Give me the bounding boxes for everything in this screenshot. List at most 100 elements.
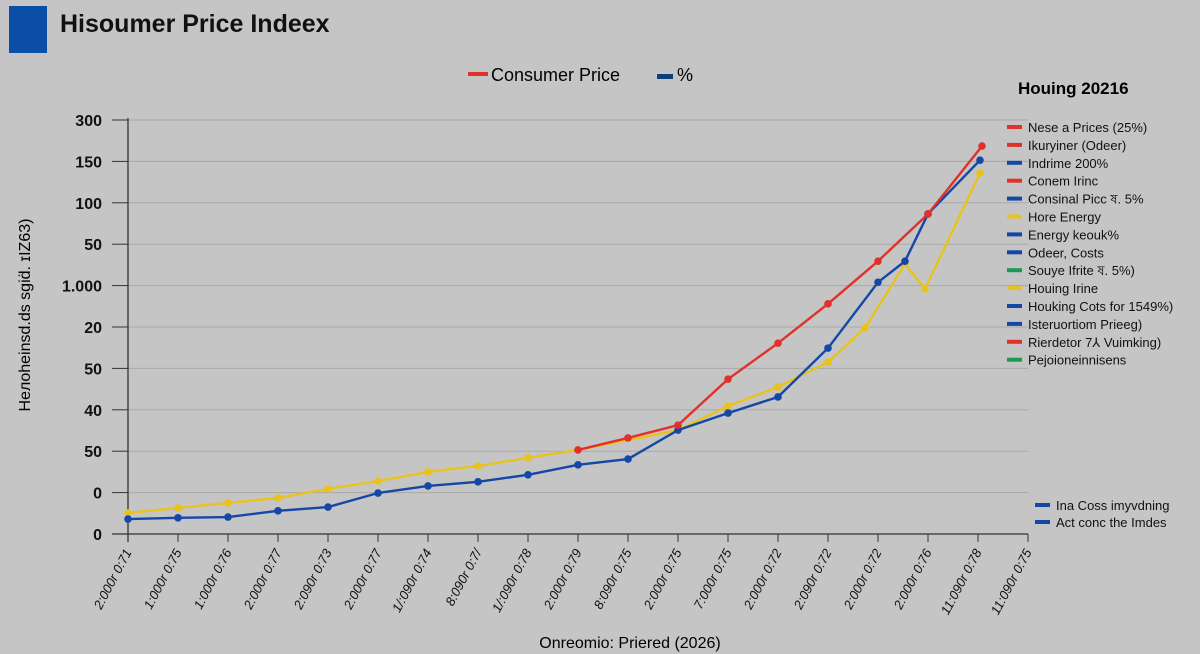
y-tick-label: 150 xyxy=(75,154,102,171)
data-point xyxy=(374,489,382,497)
x-tick-label: 2:000r 0:72 xyxy=(740,546,785,613)
data-point xyxy=(874,278,882,287)
legend-label: Rierdetor 7⅄ Vuimking) xyxy=(1028,335,1161,350)
legend-label: Conem Irinc xyxy=(1028,174,1099,189)
data-point xyxy=(324,503,332,511)
data-point xyxy=(976,156,984,164)
data-point xyxy=(274,494,282,502)
x-tick-label: 2:000r 0:77 xyxy=(340,546,385,613)
y-tick-label: 40 xyxy=(84,403,102,420)
data-point xyxy=(624,434,632,442)
data-point xyxy=(774,383,782,391)
series-line xyxy=(127,172,982,515)
data-point xyxy=(324,485,332,493)
y-tick-label: 0 xyxy=(93,527,102,544)
y-axis-label: Heлoheinsd.ds sgiḋ. ɪIZ63) xyxy=(17,219,34,412)
data-point xyxy=(874,257,882,265)
legend-swatch xyxy=(1007,142,1022,147)
y-tick-label: 1.000 xyxy=(62,279,102,296)
legend-label: Energy keouk% xyxy=(1028,227,1119,242)
legend-label: Nese a Prices (25%) xyxy=(1028,120,1147,135)
x-tick-label: 2:000r 0:77 xyxy=(240,546,285,613)
data-point xyxy=(978,142,986,150)
data-point xyxy=(774,393,782,401)
legend-label: Ikuryiner (Odeer) xyxy=(1028,138,1126,153)
data-point xyxy=(901,257,909,265)
x-tick-label: 2:000r 0:75 xyxy=(640,546,685,613)
data-point xyxy=(724,409,732,417)
legend-swatch xyxy=(1007,160,1022,165)
legend-label: Isteruortiom Prieeg) xyxy=(1028,317,1142,332)
data-point xyxy=(424,468,432,476)
x-tick-label: 1:000r 0:76 xyxy=(191,546,235,612)
x-tick-label: 8:090r 0:75 xyxy=(591,546,635,612)
data-point xyxy=(124,515,132,523)
legend-label: Hore Energy xyxy=(1028,210,1101,225)
legend-swatch xyxy=(468,72,488,76)
legend-label: Houing Irine xyxy=(1028,281,1098,296)
data-point xyxy=(861,324,869,332)
x-tick-label: 2:090r 0:72 xyxy=(790,546,835,613)
y-tick-label: 0 xyxy=(93,486,102,503)
data-point xyxy=(924,210,932,218)
legend-swatch xyxy=(1007,339,1022,344)
x-tick-label: 2:000r 0:76 xyxy=(890,546,935,613)
data-point xyxy=(976,169,984,177)
data-point xyxy=(374,477,382,485)
x-axis-label: Onreomio: Priered (2026) xyxy=(539,635,720,652)
legend-swatch xyxy=(1035,520,1050,524)
data-point xyxy=(724,375,732,383)
x-tick-label: 8:090r 0:7/ xyxy=(442,545,485,608)
legend-swatch xyxy=(1007,321,1022,326)
legend-swatch xyxy=(657,74,673,79)
legend-label: Act conc the Imdes xyxy=(1056,515,1167,530)
data-point xyxy=(724,402,732,410)
data-point xyxy=(274,507,282,515)
x-tick-label: 11:090r 0:75 xyxy=(988,546,1035,617)
legend-label: Pejoioneinnisens xyxy=(1028,353,1127,368)
data-point xyxy=(574,461,582,469)
legend-swatch xyxy=(1007,250,1022,255)
legend-label: Odeer, Costs xyxy=(1028,245,1104,260)
data-point xyxy=(624,455,632,463)
legend-label: % xyxy=(677,65,693,85)
data-point xyxy=(524,454,532,462)
x-tick-label: 2:000r 0:71 xyxy=(90,546,135,612)
x-tick-label: 1:000r 0:75 xyxy=(141,546,185,612)
x-tick-label: 2:000r 0:79 xyxy=(540,546,585,612)
x-tick-label: 7:000r 0:75 xyxy=(691,546,735,612)
data-point xyxy=(921,285,929,293)
data-point xyxy=(474,478,482,486)
y-tick-label: 50 xyxy=(84,237,102,254)
legend-swatch xyxy=(1007,304,1022,308)
data-point xyxy=(124,509,132,517)
legend-label: Houking Cots for 1549%) xyxy=(1028,299,1173,314)
legend-swatch xyxy=(1007,125,1022,129)
y-tick-label: 100 xyxy=(75,196,102,213)
data-point xyxy=(224,499,232,507)
chart-title: Hisoumer Price Indeex xyxy=(60,10,330,38)
legend-label: Ina Coss imyvdning xyxy=(1056,498,1169,513)
legend-swatch xyxy=(1007,357,1022,362)
data-point xyxy=(174,514,182,522)
data-point xyxy=(524,470,532,479)
x-tick-label: 2:000r 0:72 xyxy=(840,546,885,613)
series-line xyxy=(577,145,983,452)
legend-swatch xyxy=(1007,196,1022,201)
data-point xyxy=(824,358,832,366)
x-tick-label: 1/:090r 0:74 xyxy=(389,546,435,614)
x-tick-label: 11:090r 0:78 xyxy=(938,546,985,617)
x-tick-label: 1/:090r 0:78 xyxy=(489,546,535,615)
legend-label: Indrime 200% xyxy=(1028,156,1109,171)
data-point xyxy=(574,446,582,454)
data-point xyxy=(174,504,182,512)
legend-label: Souye Ifrite ষ. 5%) xyxy=(1028,263,1135,278)
y-tick-label: 50 xyxy=(84,361,102,378)
legend-swatch xyxy=(1007,268,1022,273)
data-point xyxy=(824,300,832,308)
y-tick-label: 20 xyxy=(84,320,102,337)
x-tick-label: 2:090r 0:73 xyxy=(290,546,335,613)
data-point xyxy=(774,339,782,347)
legend-label: Consinal Picc ষ. 5% xyxy=(1028,192,1144,207)
